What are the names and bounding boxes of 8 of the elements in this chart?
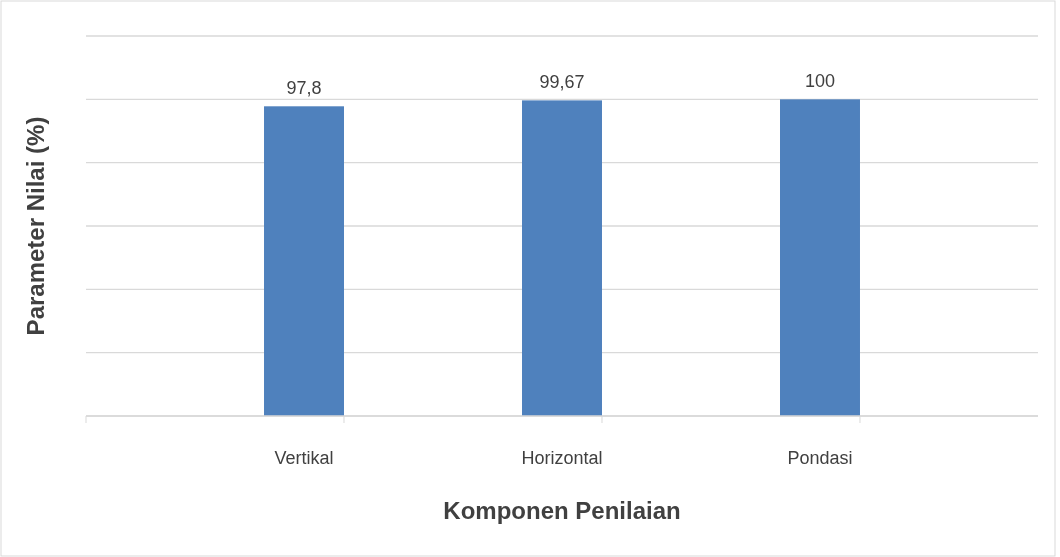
x-tick-label: Vertikal xyxy=(274,448,334,468)
x-tick-label: Horizontal xyxy=(521,448,603,468)
data-label: 100 xyxy=(804,71,836,92)
x-tick-label: Pondasi xyxy=(787,448,853,468)
data-label: 99,67 xyxy=(539,72,585,93)
y-axis-title: Parameter Nilai (%) xyxy=(22,116,49,336)
x-axis-title: Komponen Penilaian xyxy=(443,497,681,524)
data-label: 97,8 xyxy=(286,78,322,99)
